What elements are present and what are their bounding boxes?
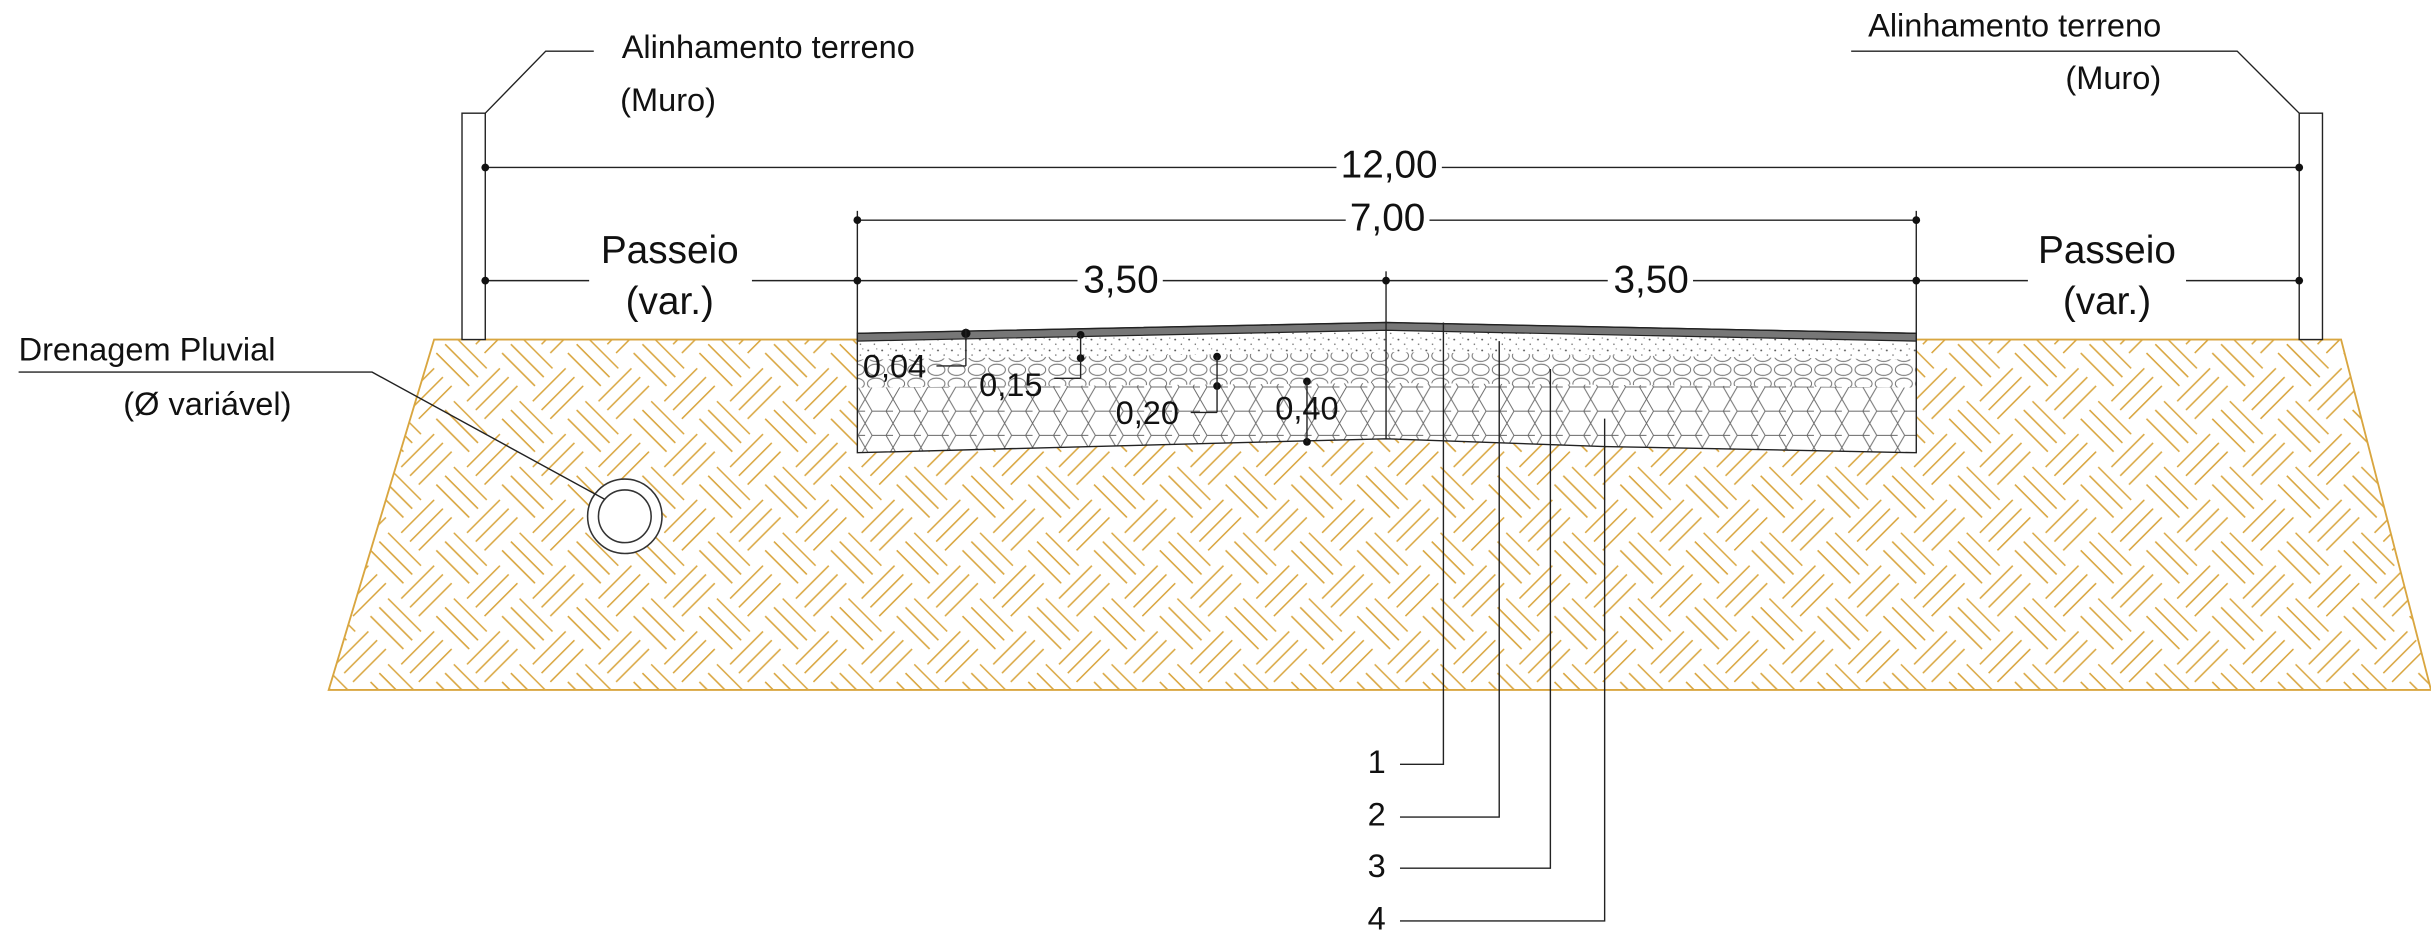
callout-1: 1: [1368, 744, 1386, 780]
thickness-2: 0,15: [979, 367, 1042, 403]
right-wall-leader: [1851, 50, 2300, 114]
left-wall-subtitle: (Muro): [620, 82, 716, 118]
layer-subbase: [857, 351, 1917, 388]
right-wall-subtitle: (Muro): [2065, 60, 2161, 96]
thickness-3: 0,20: [1116, 395, 1179, 431]
thickness-4: 0,40: [1275, 390, 1338, 426]
drainage-title: Drenagem Pluvial: [19, 332, 276, 368]
sidewalk-left-subtitle: (var.): [626, 280, 714, 323]
dim-total: 12,00: [1341, 144, 1438, 187]
drainage-subtitle: (Ø variável): [123, 386, 291, 422]
pipe-inner: [597, 489, 652, 544]
layer-subgrade: [857, 382, 1917, 453]
callout-4: 4: [1368, 901, 1386, 937]
dim-lane-right: 3,50: [1613, 258, 1688, 301]
sidewalk-right-subtitle: (var.): [2063, 280, 2151, 323]
dimension-lines: [485, 166, 2300, 334]
callout-2: 2: [1368, 797, 1386, 833]
dim-roadway: 7,00: [1350, 196, 1425, 239]
sidewalk-left-title: Passeio: [601, 229, 739, 272]
layer-base: [857, 330, 1917, 360]
right-wall-title: Alinhamento terreno: [1868, 8, 2161, 44]
left-wall-leader: [484, 50, 594, 114]
thickness-1: 0,04: [863, 349, 926, 385]
thickness-leaders: [936, 328, 1308, 442]
left-wall: [461, 112, 486, 341]
right-wall: [2298, 112, 2324, 341]
callout-leaders: [1399, 322, 1606, 922]
drainage-leader: [18, 371, 605, 500]
callout-3: 3: [1368, 848, 1386, 884]
pavement-outline: [856, 321, 1917, 454]
sidewalk-right-title: Passeio: [2038, 229, 2176, 272]
dim-lane-left: 3,50: [1083, 258, 1158, 301]
pavement: [856, 321, 1917, 454]
left-wall-title: Alinhamento terreno: [622, 29, 915, 65]
